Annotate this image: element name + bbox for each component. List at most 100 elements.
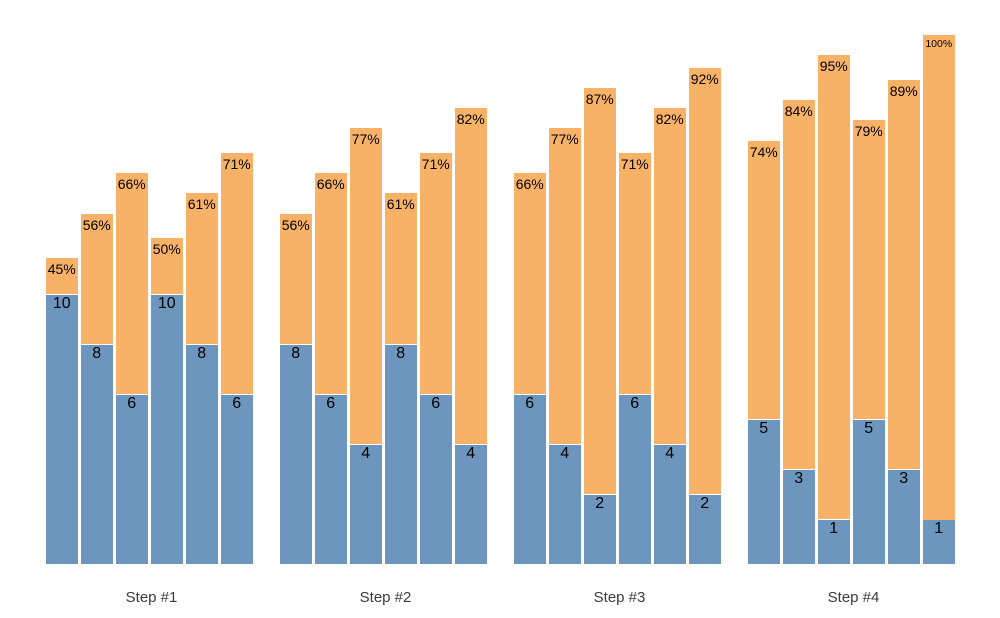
count-label: 6 xyxy=(630,395,640,412)
count-label: 6 xyxy=(326,395,336,412)
bar-segment-count xyxy=(420,394,452,564)
group-label-1: Step #1 xyxy=(125,589,178,606)
percent-label: 66% xyxy=(117,176,146,193)
bar-segment-count xyxy=(783,469,815,564)
percent-label: 87% xyxy=(585,90,614,107)
count-label: 3 xyxy=(899,470,909,487)
bar-segment-percent xyxy=(350,128,382,445)
group-label-4: Step #4 xyxy=(827,589,880,606)
bar-segment-percent xyxy=(853,120,885,420)
bar-segment-count xyxy=(923,519,955,564)
percent-label: 82% xyxy=(655,111,684,128)
bar-segment-percent xyxy=(923,35,955,520)
count-label: 5 xyxy=(864,420,874,437)
bar-segment-percent xyxy=(81,213,113,345)
bar-segment-count xyxy=(584,494,616,564)
percent-label: 50% xyxy=(152,241,181,258)
bar-segment-count xyxy=(385,344,417,564)
percent-label: 56% xyxy=(82,216,111,233)
bar-segment-percent xyxy=(151,238,183,295)
percent-label: 71% xyxy=(620,155,649,172)
bar-segment-percent xyxy=(654,108,686,445)
bar-segment-percent xyxy=(514,173,546,395)
bar-segment-count xyxy=(350,444,382,564)
bar-segment-count xyxy=(280,344,312,564)
bar-segment-count xyxy=(654,444,686,564)
count-label: 5 xyxy=(759,420,769,437)
count-label: 8 xyxy=(291,345,301,362)
bar-segment-percent xyxy=(315,173,347,395)
count-label: 2 xyxy=(595,495,605,512)
bar-segment-percent xyxy=(116,173,148,395)
percent-label: 74% xyxy=(749,143,778,160)
bar-segment-percent xyxy=(420,152,452,395)
percent-label: 45% xyxy=(47,261,76,278)
percent-label: 92% xyxy=(690,70,719,87)
bar-segment-percent xyxy=(549,128,581,445)
bar-segment-percent xyxy=(783,100,815,470)
count-label: 6 xyxy=(525,395,535,412)
bar-segment-count xyxy=(186,344,218,564)
bar-segment-count xyxy=(46,294,78,564)
bar-segment-count xyxy=(514,394,546,564)
bar-segment-percent xyxy=(455,108,487,445)
percent-label: 66% xyxy=(316,176,345,193)
bar-segment-count xyxy=(853,419,885,564)
bar-segment-count xyxy=(151,294,183,564)
count-label: 4 xyxy=(466,445,476,462)
count-label: 4 xyxy=(665,445,675,462)
percent-label: 79% xyxy=(854,123,883,140)
count-label: 10 xyxy=(157,295,176,312)
bar-segment-percent xyxy=(46,258,78,295)
bar-segment-count xyxy=(315,394,347,564)
percent-label: 100% xyxy=(925,38,953,50)
bar-segment-count xyxy=(455,444,487,564)
count-label: 4 xyxy=(361,445,371,462)
count-label: 10 xyxy=(52,295,71,312)
bar-segment-count xyxy=(221,394,253,564)
percent-label: 61% xyxy=(187,196,216,213)
bar-segment-percent xyxy=(748,140,780,420)
bar-segment-percent xyxy=(221,152,253,395)
group-label-2: Step #2 xyxy=(359,589,412,606)
bar-segment-percent xyxy=(619,152,651,395)
bar-segment-percent xyxy=(280,213,312,345)
percent-label: 56% xyxy=(281,216,310,233)
count-label: 8 xyxy=(197,345,207,362)
count-label: 3 xyxy=(794,470,804,487)
bar-segment-count xyxy=(689,494,721,564)
count-label: 8 xyxy=(396,345,406,362)
count-label: 1 xyxy=(829,520,839,537)
count-label: 8 xyxy=(92,345,102,362)
count-label: 6 xyxy=(127,395,137,412)
bar-segment-count xyxy=(748,419,780,564)
count-label: 1 xyxy=(934,520,944,537)
bar-segment-percent xyxy=(385,193,417,345)
bar-segment-count xyxy=(116,394,148,564)
percent-label: 61% xyxy=(386,196,415,213)
bar-segment-percent xyxy=(818,55,850,520)
bar-segment-percent xyxy=(186,193,218,345)
count-label: 6 xyxy=(431,395,441,412)
percent-label: 84% xyxy=(784,103,813,120)
percent-label: 71% xyxy=(421,155,450,172)
bar-segment-percent xyxy=(689,67,721,495)
bar-segment-count xyxy=(549,444,581,564)
count-label: 4 xyxy=(560,445,570,462)
bar-segment-count xyxy=(81,344,113,564)
bar-segment-percent xyxy=(584,87,616,495)
bar-segment-count xyxy=(888,469,920,564)
bar-segment-count xyxy=(619,394,651,564)
percent-label: 66% xyxy=(515,176,544,193)
percent-label: 89% xyxy=(889,82,918,99)
percent-label: 71% xyxy=(222,155,251,172)
percent-label: 77% xyxy=(550,131,579,148)
percent-label: 95% xyxy=(819,58,848,75)
bar-segment-percent xyxy=(888,79,920,470)
count-label: 2 xyxy=(700,495,710,512)
percent-label: 77% xyxy=(351,131,380,148)
count-label: 6 xyxy=(232,395,242,412)
percent-label: 82% xyxy=(456,111,485,128)
group-label-3: Step #3 xyxy=(593,589,646,606)
